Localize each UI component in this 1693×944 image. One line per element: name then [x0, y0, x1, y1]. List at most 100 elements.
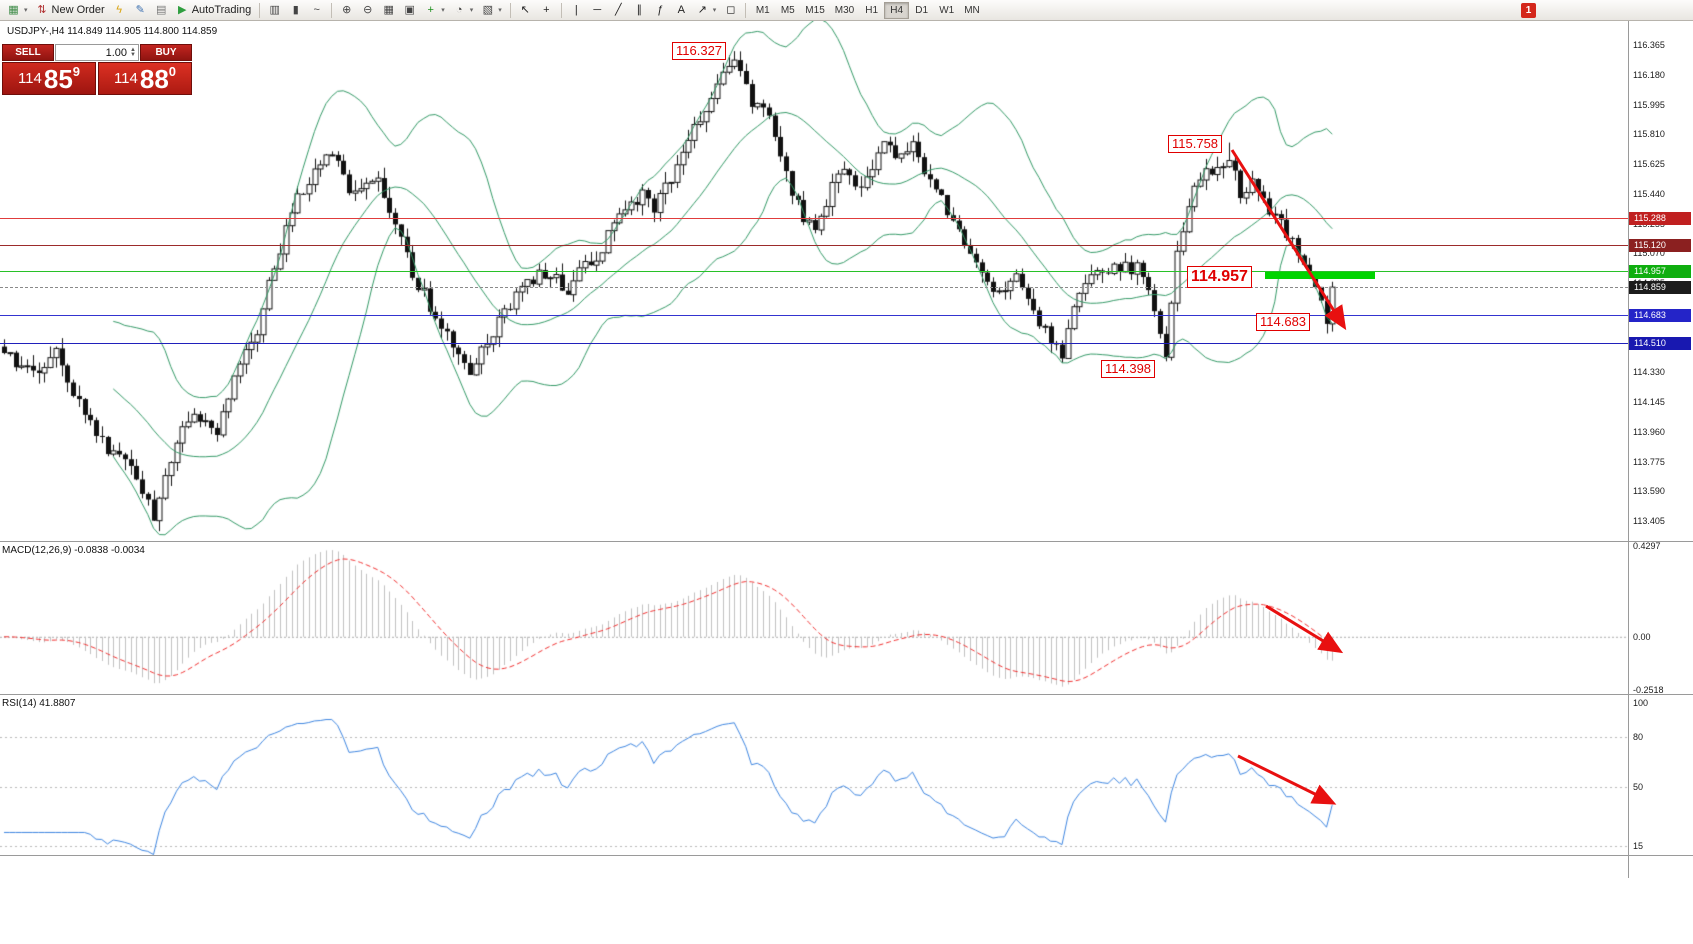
price-hline[interactable] — [0, 244, 1628, 246]
autotrading-button[interactable]: ▶ AutoTrading — [172, 1, 256, 19]
toolbar-separator — [560, 2, 562, 18]
price-tick-label: 115.070 — [1633, 248, 1665, 259]
macd-axis-label: 0.4297 — [1633, 541, 1661, 551]
current-price-line[interactable] — [0, 286, 1628, 288]
timeframe-H1[interactable]: H1 — [859, 2, 884, 19]
rsi-axis-label: 50 — [1633, 782, 1644, 793]
caret-down-icon[interactable]: ▼ — [130, 51, 136, 58]
panel-separator[interactable] — [0, 541, 1693, 542]
price-hline[interactable] — [0, 217, 1628, 219]
channel-icon: ∥ — [636, 4, 643, 16]
buy-price-point: 0 — [168, 64, 177, 79]
rsi-panel-canvas[interactable] — [0, 695, 1628, 855]
price-hline[interactable] — [0, 342, 1628, 344]
timeframe-M1[interactable]: M1 — [750, 2, 775, 19]
price-annotation[interactable]: 114.957 — [1187, 266, 1252, 288]
trendline-button[interactable]: ╱ — [608, 1, 629, 19]
price-tick-label: 115.625 — [1633, 159, 1665, 169]
price-hline[interactable] — [0, 314, 1628, 316]
rsi-axis-label: 100 — [1633, 698, 1649, 708]
crosshair-button[interactable]: + — [536, 1, 557, 19]
bar-chart-button[interactable]: ▥ — [264, 1, 285, 19]
support-highlight-bar[interactable] — [1265, 272, 1375, 279]
price-tick-label: 116.365 — [1633, 40, 1665, 50]
zoom-out-button[interactable]: ⊖ — [357, 1, 378, 19]
cursor-button[interactable]: ↖ — [515, 1, 536, 19]
new-chart-button[interactable]: ▦ ▾ — [3, 1, 32, 19]
timeframe-M30[interactable]: M30 — [830, 2, 859, 19]
timeframe-W1[interactable]: W1 — [934, 2, 959, 19]
buy-price-pips: 88 — [139, 63, 169, 94]
timeframe-H4[interactable]: H4 — [884, 1, 910, 19]
buy-price-display[interactable]: 114 88 0 — [98, 62, 192, 95]
auto-arrange-button[interactable]: ▣ — [399, 1, 420, 19]
macd-panel-canvas[interactable] — [0, 542, 1628, 694]
panel-separator — [0, 855, 1693, 856]
scripts-button[interactable]: ✎ — [130, 1, 151, 19]
price-tick-label: 113.960 — [1633, 426, 1665, 437]
tile-windows-button[interactable]: ▦ — [378, 1, 399, 19]
expert-advisors-button[interactable]: ϟ — [109, 1, 130, 19]
price-tick-label: 115.440 — [1633, 188, 1665, 199]
line-chart-icon: ~ — [313, 4, 320, 16]
price-axis[interactable] — [1628, 21, 1693, 855]
price-annotation[interactable]: 116.327 — [672, 42, 727, 61]
price-line-tag: 115.288 — [1629, 212, 1691, 226]
templates-button[interactable]: ▧ ▾ — [477, 1, 506, 19]
indicator-plus-icon: + — [427, 4, 434, 16]
arrows-tool-button[interactable]: ↗ ▾ — [692, 1, 721, 19]
rsi-axis-label: 80 — [1633, 731, 1644, 742]
text-tool-button[interactable]: A — [671, 1, 692, 19]
macd-axis-label: -0.2518 — [1633, 685, 1664, 695]
arrange-icon: ▣ — [404, 4, 415, 16]
macd-label: MACD(12,26,9) -0.0838 -0.0034 — [2, 545, 145, 556]
horizontal-line-button[interactable]: ─ — [587, 1, 608, 19]
tile-windows-icon: ▦ — [383, 4, 394, 16]
caret-up-icon[interactable]: ▲ — [130, 46, 136, 53]
template-icon: ▧ — [482, 4, 493, 16]
price-line-tag: 114.957 — [1629, 265, 1691, 279]
hline-icon: ─ — [593, 4, 602, 16]
line-chart-button[interactable]: ~ — [306, 1, 327, 19]
price-line-tag: 115.120 — [1629, 239, 1691, 253]
channel-button[interactable]: ∥ — [629, 1, 650, 19]
bar-chart-icon: ▥ — [269, 4, 280, 16]
timeframe-D1[interactable]: D1 — [909, 2, 934, 19]
timeframe-MN[interactable]: MN — [959, 2, 985, 19]
macd-axis-label: 0.00 — [1633, 631, 1651, 642]
buy-button[interactable]: BUY — [140, 44, 192, 61]
price-hline[interactable] — [0, 270, 1628, 272]
period-button[interactable]: ◔ ▾ — [449, 1, 478, 19]
timeframe-M15[interactable]: M15 — [800, 2, 829, 19]
dropdown-caret-icon: ▾ — [441, 7, 445, 14]
zoom-in-button[interactable]: ⊕ — [336, 1, 357, 19]
volume-caret-icons[interactable]: ▲ ▼ — [130, 46, 136, 58]
time-axis[interactable]: 20 Jan 202220 Jan 00:0021 Jan 08:0024 Ja… — [0, 856, 1693, 878]
volume-value[interactable]: 1.00 — [105, 46, 128, 59]
panel-separator[interactable] — [0, 694, 1693, 695]
new-order-button[interactable]: ⇅ New Order — [32, 1, 109, 19]
text-icon: A — [677, 4, 685, 16]
fibonacci-button[interactable]: ƒ — [650, 1, 671, 19]
one-click-trading-panel: SELL 1.00 ▲ ▼ BUY 114 85 9 114 88 0 — [2, 44, 192, 95]
price-annotation[interactable]: 114.398 — [1101, 360, 1156, 379]
indicators-button[interactable]: + ▾ — [420, 1, 449, 19]
price-tick-label: 113.590 — [1633, 486, 1665, 497]
price-tick-label: 113.775 — [1633, 456, 1665, 467]
candlestick-chart-button[interactable]: ▮ — [285, 1, 306, 19]
alert-badge[interactable]: 1 — [1521, 3, 1536, 18]
price-annotation[interactable]: 115.758 — [1168, 135, 1223, 154]
script-icon: ✎ — [135, 4, 145, 16]
shapes-button[interactable]: ◻ — [720, 1, 741, 19]
rsi-label: RSI(14) 41.8807 — [2, 698, 76, 709]
timeframe-M5[interactable]: M5 — [775, 2, 800, 19]
sell-price-display[interactable]: 114 85 9 — [2, 62, 96, 95]
sell-button[interactable]: SELL — [2, 44, 54, 61]
data-window-button[interactable]: ▤ — [151, 1, 172, 19]
price-annotation[interactable]: 114.683 — [1256, 313, 1311, 332]
volume-stepper[interactable]: 1.00 ▲ ▼ — [55, 44, 139, 61]
vertical-line-button[interactable]: | — [566, 1, 587, 19]
sell-price-big-figure: 114 — [17, 70, 42, 87]
main-chart-canvas[interactable] — [0, 21, 1628, 541]
price-tick-label: 116.180 — [1633, 69, 1665, 80]
